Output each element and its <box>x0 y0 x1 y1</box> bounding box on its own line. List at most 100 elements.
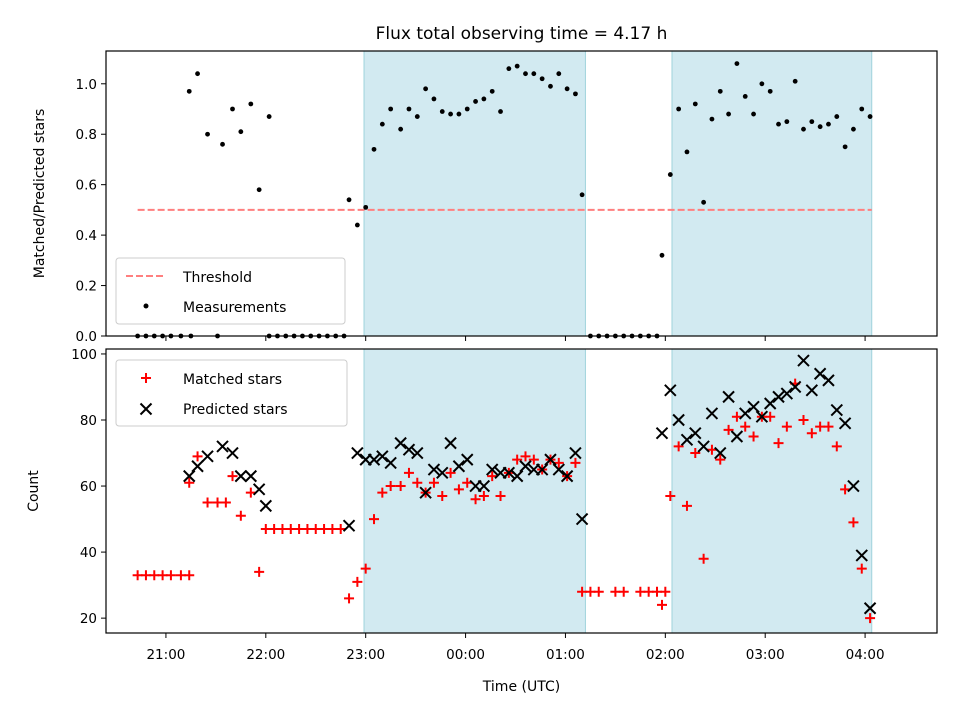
predicted-stars-point <box>376 450 389 463</box>
predicted-stars-point <box>714 446 727 460</box>
measurement-point <box>734 61 740 67</box>
matched-stars-point <box>570 457 581 468</box>
predicted-stars-point <box>755 410 769 423</box>
matched-stars-point <box>656 599 667 610</box>
measurement-point <box>776 121 781 127</box>
predicted-stars-point <box>552 463 565 476</box>
measurement-point <box>759 81 765 87</box>
predicted-stars-point <box>689 427 702 440</box>
predicted-stars-point <box>444 436 457 450</box>
matched-stars-point <box>220 497 231 508</box>
top-y-tick-label: 1.0 <box>76 77 97 93</box>
measurement-point <box>388 106 394 112</box>
matched-stars-point <box>227 471 238 482</box>
predicted-stars-point <box>722 390 735 404</box>
measurement-point <box>556 71 562 77</box>
matched-stars-point <box>352 576 363 587</box>
predicted-stars-point <box>763 397 777 410</box>
bottom-y-tick-label: 40 <box>80 545 97 561</box>
measurement-point <box>842 144 848 150</box>
matched-stars-point <box>773 438 784 449</box>
top-observing-window-1 <box>363 50 586 337</box>
predicted-stars-point <box>705 407 719 420</box>
matched-stars-point <box>823 421 834 432</box>
measurement-point <box>817 124 823 130</box>
measurement-point <box>406 106 412 112</box>
measurement-point <box>498 109 503 114</box>
bottom-y-axis-title: Count <box>26 470 42 512</box>
predicted-stars-point <box>739 407 752 420</box>
matched-stars-point <box>377 487 388 498</box>
matched-stars-point <box>553 457 564 468</box>
measurement-point <box>564 86 570 92</box>
measurements-legend-marker <box>143 303 149 309</box>
bottom-axes-frame <box>105 348 938 634</box>
predicted-stars-point <box>452 460 466 473</box>
measurement-point <box>851 126 856 132</box>
predicted-stars-point <box>569 446 582 460</box>
top-legend: Threshold Measurements <box>115 257 346 325</box>
predicted-stars-point <box>847 479 860 493</box>
matched-stars-legend-marker <box>141 373 151 383</box>
measurement-point <box>809 119 815 125</box>
bottom-observing-window-1 <box>363 348 586 634</box>
measurement-point <box>238 129 244 135</box>
threshold-legend-label: Threshold <box>182 270 252 286</box>
predicted-stars-point <box>252 483 266 496</box>
predicted-stars-point <box>519 460 532 473</box>
predicted-stars-point <box>830 403 843 417</box>
predicted-stars-point <box>855 549 868 562</box>
predicted-stars-point <box>730 430 744 443</box>
measurement-point <box>709 116 715 122</box>
x-tick-label: 02:00 <box>646 647 685 663</box>
predicted-stars-point <box>384 456 397 470</box>
measurement-point <box>579 192 585 198</box>
predicted-stars-point <box>672 413 685 427</box>
measurement-point <box>548 83 553 89</box>
predicted-stars-legend-label: Predicted stars <box>183 402 288 418</box>
x-tick-label: 04:00 <box>846 647 885 663</box>
x-tick-label: 03:00 <box>746 647 785 663</box>
predicted-stars-point <box>394 436 407 450</box>
matched-stars-point <box>781 421 792 432</box>
matched-stars-point <box>192 451 203 462</box>
measurement-point <box>439 109 445 114</box>
measurement-point <box>659 252 665 258</box>
measurement-point <box>379 121 385 127</box>
measurement-point <box>867 114 873 119</box>
measurement-point <box>423 86 429 92</box>
predicted-stars-point <box>351 446 364 460</box>
predicted-stars-point <box>510 469 524 483</box>
matched-stars-point <box>344 593 355 604</box>
matched-stars-point <box>165 570 176 581</box>
matched-stars-point <box>428 477 439 488</box>
predicted-stars-point <box>780 387 794 400</box>
predicted-stars-point <box>191 460 204 473</box>
matched-stars-point <box>403 467 414 478</box>
matched-stars-point <box>840 484 851 495</box>
predicted-stars-point <box>544 453 557 466</box>
predicted-stars-point <box>813 367 827 380</box>
matched-stars-point <box>184 570 195 581</box>
predicted-stars-point <box>461 453 474 466</box>
measurement-point <box>456 111 462 117</box>
predicted-stars-point <box>234 469 248 483</box>
bottom-panel: 20 40 60 80 100 21:00 22:00 23:00 00:00 01:00 02:0… <box>71 347 938 663</box>
top-legend-box <box>115 257 346 325</box>
top-y-tick-label: 0.2 <box>76 279 97 295</box>
bottom-legend: Matched stars Predicted stars <box>115 359 348 427</box>
top-y-axis-title: Matched/Predicted stars <box>32 109 48 279</box>
measurement-point <box>726 111 731 117</box>
predicted-stars-point <box>747 400 760 413</box>
measurement-point <box>448 111 453 117</box>
predicted-stars-point <box>655 427 669 440</box>
measurement-point <box>717 88 723 94</box>
measurement-point <box>354 222 360 228</box>
predicted-stars-point <box>419 486 432 499</box>
measurement-point <box>701 199 707 205</box>
measurement-point <box>431 96 437 102</box>
matched-stars-point <box>848 517 859 528</box>
matched-stars-point <box>681 500 692 511</box>
matched-stars-point <box>412 477 423 488</box>
